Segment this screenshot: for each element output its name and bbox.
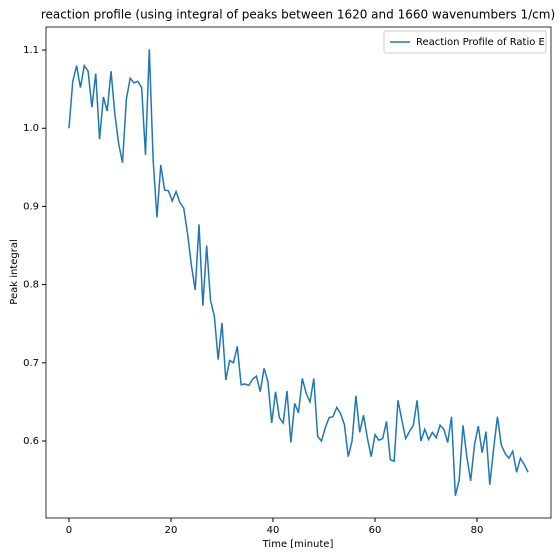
plot-frame (45, 26, 552, 519)
line-series (68, 49, 529, 496)
chart-title: reaction profile (using integral of peak… (41, 8, 555, 22)
x-tick-label: 20 (165, 525, 178, 536)
x-tick-label: 80 (471, 525, 484, 536)
x-tick-label: 60 (369, 525, 382, 536)
x-tick-label: 40 (267, 525, 280, 536)
x-axis-label: Time [minute] (262, 539, 334, 550)
y-tick-label: 1.0 (23, 123, 39, 134)
legend-box (383, 30, 547, 54)
y-tick-label: 0.9 (23, 201, 39, 212)
y-tick-label: 0.6 (23, 436, 39, 447)
legend-label: Reaction Profile of Ratio E (416, 37, 545, 48)
x-tick-label: 0 (66, 525, 72, 536)
y-axis-label: Peak integral (9, 239, 20, 304)
y-tick-label: 0.8 (23, 280, 39, 291)
y-tick-label: 0.7 (23, 358, 39, 369)
y-tick-label: 1.1 (23, 45, 39, 56)
